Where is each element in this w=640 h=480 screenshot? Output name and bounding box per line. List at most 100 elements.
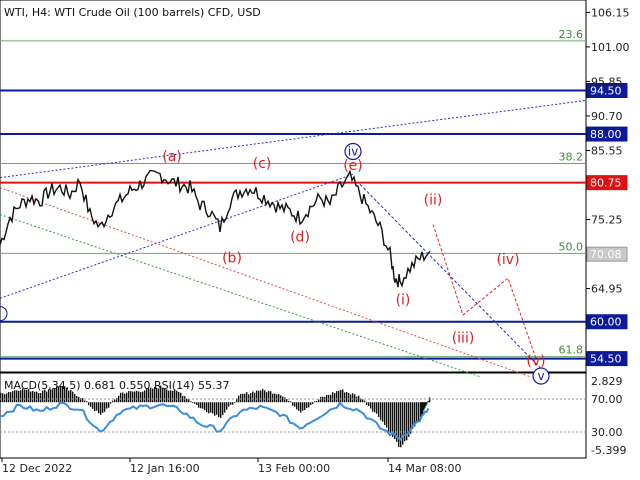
macd-bar: [360, 398, 362, 403]
macd-bar: [344, 392, 346, 403]
trend-line-red-lower: [0, 187, 531, 378]
macd-bar: [198, 402, 200, 408]
macd-bar: [304, 402, 306, 411]
macd-bar: [48, 389, 50, 403]
macd-bar: [148, 388, 150, 403]
macd-bar: [284, 397, 286, 403]
fibonacci-layer: 23.6 38.2 50.0 61.8: [0, 28, 586, 358]
macd-bar: [28, 388, 30, 403]
level-label-54.50-text: 54.50: [590, 353, 622, 366]
macd-bar: [362, 399, 364, 403]
macd-bar: [400, 402, 402, 448]
indicator-y-label--5.399: -5.399: [591, 444, 626, 457]
forecast-red-path: [432, 224, 537, 359]
macd-bar: [112, 400, 114, 403]
macd-bar: [208, 402, 210, 414]
macd-bar: [156, 387, 158, 403]
fib-label-23.6: 23.6: [559, 28, 584, 41]
macd-bar: [270, 391, 272, 403]
macd-bar: [132, 391, 134, 403]
wave-label-4: (e): [343, 158, 363, 174]
fib-label-38.2: 38.2: [559, 151, 584, 164]
macd-bar: [166, 389, 168, 403]
x-tick-label-2: 13 Feb 00:00: [258, 462, 330, 475]
wave-label-2: (c): [253, 156, 272, 172]
macd-bar: [358, 395, 360, 403]
macd-bar: [416, 402, 418, 423]
macd-bar: [114, 399, 116, 403]
macd-bar: [170, 390, 172, 403]
macd-bar: [398, 402, 400, 448]
macd-bar: [94, 402, 96, 412]
level-label-80.75-text: 80.75: [590, 177, 622, 190]
macd-bar: [124, 393, 126, 403]
level-label-94.50: 94.50: [586, 82, 628, 98]
wave-label-7: (ii): [424, 192, 443, 208]
wave-label-5: iv: [348, 145, 358, 159]
macd-bar: [274, 393, 276, 403]
macd-bar: [370, 402, 372, 409]
macd-bar: [382, 402, 384, 422]
macd-bar: [78, 396, 80, 403]
macd-bar: [164, 388, 166, 403]
x-tick-label-1: 12 Jan 16:00: [130, 462, 200, 475]
x-tick-label-3: 14 Mar 08:00: [388, 462, 461, 475]
price-layer: [0, 169, 431, 288]
macd-bar: [188, 399, 190, 403]
macd-bar: [338, 390, 340, 403]
macd-bar: [216, 402, 218, 415]
macd-bar: [336, 391, 338, 403]
macd-bar: [392, 402, 394, 437]
macd-bar: [346, 392, 348, 403]
macd-bar: [256, 390, 258, 403]
macd-bar: [394, 402, 396, 440]
macd-bar: [52, 388, 54, 403]
wave-label-1: (b): [222, 251, 242, 267]
macd-bar: [428, 400, 430, 403]
macd-bar: [425, 402, 427, 407]
level-label-88.00: 88.00: [586, 126, 628, 142]
macd-bar: [390, 402, 392, 433]
macd-bar: [122, 392, 124, 403]
x-axis: 12 Dec 2022 12 Jan 16:00 13 Feb 00:00 14 Ma…: [1, 458, 461, 475]
current-price-label-bg: [586, 246, 628, 262]
macd-bar: [266, 392, 268, 403]
macd-bar: [312, 402, 314, 405]
macd-bar: [330, 394, 332, 403]
macd-bar: [238, 395, 240, 403]
macd-bar: [324, 396, 326, 403]
macd-bar: [334, 393, 336, 403]
macd-bar: [232, 402, 234, 405]
macd-bar: [294, 402, 296, 407]
macd-bar: [332, 392, 334, 403]
macd-bar: [220, 402, 222, 418]
macd-bar: [24, 389, 26, 403]
macd-bar: [288, 400, 290, 403]
macd-bar: [88, 402, 90, 406]
macd-bar: [352, 393, 354, 403]
macd-bar: [248, 394, 250, 403]
macd-bar: [282, 396, 284, 403]
macd-bar: [206, 402, 208, 413]
macd-bar: [326, 394, 328, 403]
macd-bar: [192, 402, 194, 404]
y-tick-label-85.55: 85.55: [591, 144, 623, 157]
macd-bar: [214, 402, 216, 416]
y-tick-label-95.85: 95.85: [591, 75, 623, 88]
macd-bar: [152, 388, 154, 403]
macd-bar: [10, 392, 12, 403]
macd-bar: [278, 394, 280, 403]
wave-label-11: v: [537, 369, 544, 383]
wave-label-0: (a): [162, 149, 182, 165]
macd-bar: [174, 389, 176, 403]
macd-bar: [364, 400, 366, 403]
macd-bar: [342, 389, 344, 403]
macd-bar: [98, 402, 100, 414]
macd-bar: [378, 402, 380, 418]
macd-bar: [230, 402, 232, 405]
macd-bar: [426, 402, 428, 405]
macd-bar: [118, 395, 120, 403]
macd-bar: [424, 402, 426, 409]
macd-bar: [412, 402, 414, 429]
